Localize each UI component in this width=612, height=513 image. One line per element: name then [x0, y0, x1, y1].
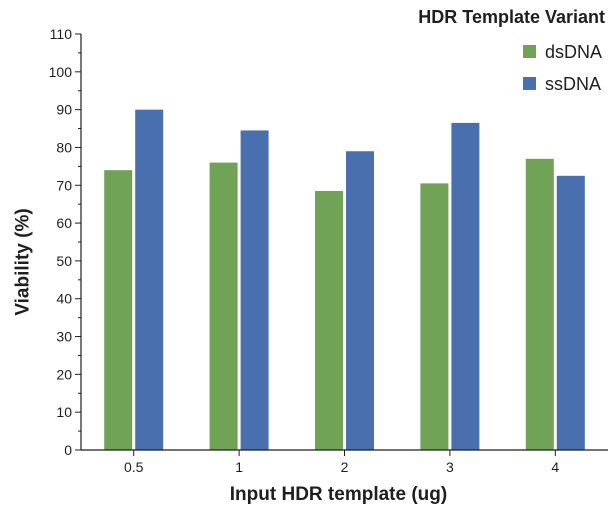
bar-ssdna-1 — [240, 130, 269, 450]
bar-dsdna-0-5 — [104, 170, 133, 450]
bar-ssdna-0-5 — [135, 109, 164, 450]
legend-items: dsDNA ssDNA — [523, 42, 602, 94]
y-tick-label: 10 — [56, 404, 72, 420]
bar-dsdna-3 — [420, 183, 449, 450]
legend: HDR Template Variant dsDNA ssDNA — [418, 7, 605, 94]
legend-label-ssdna: ssDNA — [545, 74, 601, 94]
bar-ssdna-4 — [556, 175, 585, 450]
y-tick-label: 70 — [56, 177, 72, 193]
bar-dsdna-2 — [315, 190, 343, 450]
x-tick-label: 2 — [341, 459, 349, 475]
y-tick-label: 20 — [56, 366, 72, 382]
legend-swatch-ssdna — [523, 77, 536, 90]
y-axis-title: Viability (%) — [13, 208, 34, 315]
y-tick-label: 110 — [50, 26, 73, 42]
x-tick-label: 3 — [446, 459, 454, 475]
y-tick-label: 40 — [56, 291, 72, 307]
axes-layer — [75, 33, 608, 456]
legend-swatch-dsdna — [523, 45, 536, 58]
y-tick-label: 60 — [56, 215, 72, 231]
y-tick-label: 0 — [64, 442, 72, 458]
bar-dsdna-1 — [209, 162, 238, 450]
bars-layer — [104, 109, 585, 451]
y-tick-label: 50 — [56, 253, 72, 269]
y-tick-label: 30 — [56, 329, 72, 345]
x-tick-label: 1 — [235, 459, 243, 475]
y-tick-label: 90 — [56, 102, 72, 118]
bar-ssdna-2 — [346, 151, 374, 451]
legend-title: HDR Template Variant — [418, 7, 605, 27]
bar-ssdna-3 — [451, 122, 480, 451]
x-tick-label: 0.5 — [124, 459, 144, 475]
x-axis-title: Input HDR template (ug) — [230, 484, 447, 505]
bar-dsdna-4 — [525, 158, 554, 451]
y-tick-label: 80 — [56, 139, 72, 155]
y-tick-label: 100 — [49, 64, 73, 80]
x-tick-label: 4 — [551, 459, 559, 475]
legend-label-dsdna: dsDNA — [545, 42, 602, 62]
